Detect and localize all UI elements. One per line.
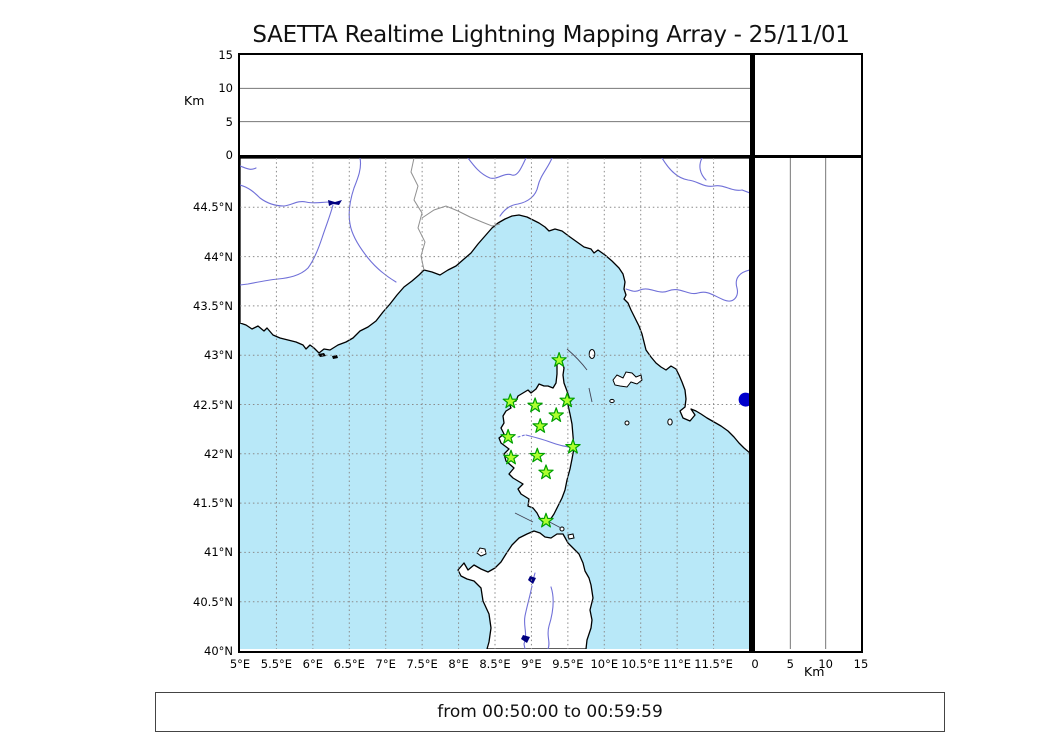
altitude-tick-label: 10: [218, 81, 233, 96]
lma-station-marker: [532, 418, 548, 433]
lma-station-marker: [500, 428, 516, 444]
lat-tick-label: 41.5°N: [193, 496, 233, 511]
lma-station-marker: [548, 407, 564, 422]
mainland-coastline: [240, 158, 749, 454]
figure-title: SAETTA Realtime Lightning Mapping Array …: [252, 22, 850, 48]
hyeres-islet: [332, 355, 338, 359]
lat-tick-label: 42.5°N: [193, 397, 233, 412]
altitude-longitude-panel: [238, 53, 752, 158]
lat-tick-label: 43.5°N: [193, 298, 233, 313]
lat-tick-label: 41°N: [204, 545, 233, 560]
lon-tick-label: 10°E: [590, 657, 619, 671]
country-borders: [410, 158, 501, 271]
rivers: [240, 158, 749, 302]
lightning-source-dot: [738, 392, 749, 407]
lat-tick-label: 44.5°N: [193, 200, 233, 215]
altitude-latitude-plot: [789, 158, 827, 649]
altitude-latitude-panel: [752, 158, 863, 653]
lon-tick-label: 11.5°E: [694, 657, 733, 671]
map-panel: [238, 158, 752, 653]
lat-tick-label: 42°N: [204, 446, 233, 461]
lma-station-marker: [503, 449, 519, 465]
lightning-source-markers: [738, 392, 749, 407]
maddalena-islet: [567, 533, 575, 540]
pianosa-island: [609, 398, 615, 404]
lma-station-marker: [502, 393, 518, 409]
lon-tick-label: 9.5°E: [552, 657, 584, 671]
lat-tick-label: 43°N: [204, 348, 233, 363]
lakes: [328, 200, 536, 643]
altitude-tick-label: 0: [225, 148, 233, 162]
lma-station-marker: [529, 447, 545, 463]
map-gridlines: [240, 158, 749, 649]
capraia-island: [588, 349, 596, 359]
corsica-island: [498, 356, 575, 524]
altitude-histogram-panel: [752, 53, 863, 158]
lon-tick-label: 6.5°E: [333, 657, 365, 671]
lon-tick-label: 9°E: [521, 657, 542, 671]
time-range-box: from 00:50:00 to 00:59:59: [155, 692, 945, 732]
corsica-rivers: [517, 434, 573, 448]
altitude-longitude-plot: [240, 87, 750, 123]
altitude-axis-label-right: Km: [804, 664, 825, 679]
lon-tick-label: 5.5°E: [260, 657, 293, 671]
lat-tick-label: 40.5°N: [193, 594, 233, 609]
montecristo-island: [624, 420, 630, 426]
lat-tick-label: 44°N: [204, 249, 233, 264]
sardinia-island: [457, 530, 594, 650]
lma-station-marker: [565, 438, 581, 454]
lon-tick-label: 8.5°E: [479, 657, 511, 671]
altitude-tick-label: 15: [218, 48, 233, 62]
lat-tick-label: 40°N: [204, 644, 233, 658]
lon-tick-label: 7.5°E: [406, 657, 438, 671]
lma-station-marker: [551, 352, 567, 367]
geographic-map: [240, 158, 749, 650]
altitude-tick-label: 5: [225, 114, 233, 129]
time-range-text: from 00:50:00 to 00:59:59: [437, 702, 663, 722]
km-tick-label: 5: [786, 657, 794, 671]
lma-station-marker: [527, 397, 543, 413]
lon-tick-label: 11°E: [663, 657, 691, 671]
lon-tick-label: 5°E: [229, 657, 251, 671]
lon-tick-label: 10.5°E: [621, 657, 661, 671]
giglio-island: [667, 418, 673, 426]
elba-island: [612, 371, 643, 388]
small-islands: [318, 349, 673, 557]
lon-tick-label: 6°E: [302, 657, 324, 671]
km-tick-label: 15: [853, 657, 869, 671]
altitude-axis-label-left: Km: [184, 93, 205, 108]
station-markers: [500, 352, 581, 528]
lon-tick-label: 7°E: [375, 657, 396, 671]
km-tick-label: 0: [751, 657, 759, 671]
lma-station-marker: [538, 512, 554, 528]
km-tick-label: 10: [818, 657, 833, 671]
lma-station-marker: [559, 392, 575, 408]
lon-tick-label: 8°E: [448, 657, 469, 671]
lma-station-marker: [538, 464, 554, 480]
